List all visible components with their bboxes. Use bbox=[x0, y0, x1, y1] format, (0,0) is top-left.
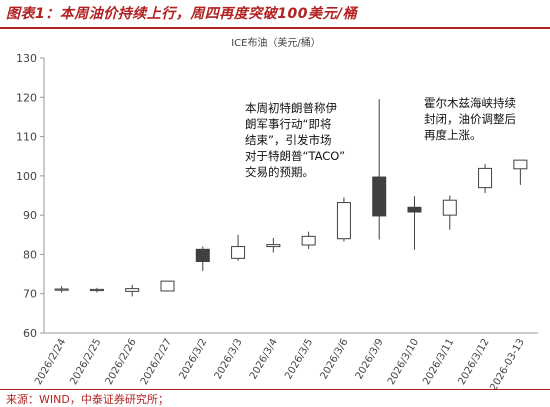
candle-body bbox=[372, 176, 387, 217]
y-tick-label: 130 bbox=[16, 52, 37, 65]
candle-body bbox=[231, 246, 246, 259]
x-tick-label: 2026/2/27 bbox=[139, 337, 174, 387]
x-tick-label: 2026/3/10 bbox=[386, 337, 421, 387]
y-tick-label: 120 bbox=[16, 91, 37, 104]
candle-body bbox=[266, 244, 281, 248]
candle-body bbox=[407, 206, 422, 213]
source-note: 来源：WIND，中泰证券研究所； bbox=[6, 393, 169, 406]
y-tick-label: 100 bbox=[16, 170, 37, 183]
x-tick-label: 2026/3/12 bbox=[457, 337, 492, 387]
x-tick-label: 2026/3/6 bbox=[319, 337, 351, 381]
x-tick-label: 2026/3/5 bbox=[283, 337, 315, 381]
title-divider bbox=[0, 27, 550, 29]
y-tick-label: 110 bbox=[16, 131, 37, 144]
x-tick-label: 2026-03-13 bbox=[488, 337, 527, 389]
candle-body bbox=[89, 288, 104, 292]
candle-body bbox=[54, 288, 69, 291]
footer-divider bbox=[0, 389, 550, 390]
candle-body bbox=[125, 288, 140, 292]
candlestick-chart: ICE布油（美元/桶） 60 70 80 90 100 110 120 130 2026/2/… bbox=[16, 36, 538, 389]
chart-title: ICE布油（美元/桶） bbox=[231, 36, 321, 49]
page-title: 图表1：本周油价持续上行，周四再度突破100美元/桶 bbox=[6, 6, 358, 22]
candle-body bbox=[160, 280, 175, 292]
candle-body bbox=[442, 199, 457, 216]
x-tick-label: 2026/2/26 bbox=[104, 337, 139, 387]
x-tick-label: 2026/3/11 bbox=[421, 337, 456, 387]
annotation-trump-taco: 本周初特朗普称伊 朗军事行动“即将 结束”，引发市场 对于特朗普“TACO” 交… bbox=[245, 101, 346, 179]
y-tick-label: 80 bbox=[23, 248, 37, 261]
x-tick-label: 2026/3/4 bbox=[248, 337, 280, 381]
y-tick-label: 60 bbox=[23, 327, 37, 340]
candle-body bbox=[478, 167, 493, 189]
x-tick-label: 2026/2/25 bbox=[68, 337, 103, 387]
candle-body bbox=[513, 159, 528, 170]
y-tick-label: 70 bbox=[23, 288, 37, 301]
x-tick-label: 2026/3/2 bbox=[177, 337, 209, 381]
x-tick-label: 2026/2/24 bbox=[33, 337, 68, 387]
candle-body bbox=[301, 235, 316, 246]
candle-body bbox=[336, 202, 351, 240]
x-tick-label: 2026/3/9 bbox=[354, 337, 386, 381]
y-tick-label: 90 bbox=[23, 209, 37, 222]
x-tick-label: 2026/3/3 bbox=[213, 337, 245, 381]
annotation-hormuz-strait: 霍尔木兹海峡持续 封闭，油价调整后 再度上涨。 bbox=[424, 96, 516, 142]
candle-body bbox=[195, 248, 210, 262]
